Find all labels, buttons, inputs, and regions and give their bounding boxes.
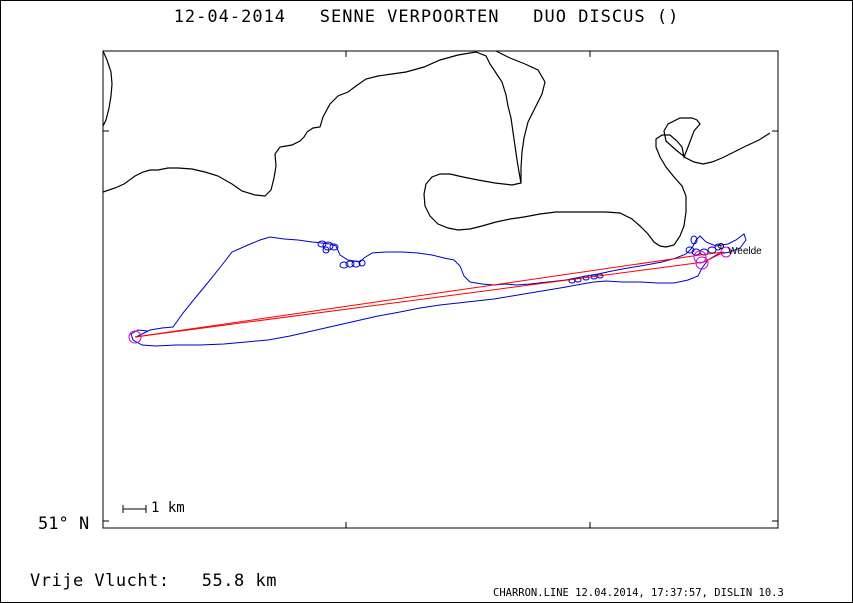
thermal-circles xyxy=(317,235,722,284)
pilot-name: SENNE VERPOORTEN xyxy=(319,7,500,27)
footer-info: CHARRON.LINE 12.04.2014, 17:37:57, DISLI… xyxy=(493,587,784,599)
scale-bar xyxy=(122,505,147,513)
result-label: Vrije Vlucht: xyxy=(30,571,170,591)
axis-ticks xyxy=(103,51,778,528)
border-eastern-segment xyxy=(495,50,546,183)
turnpoint-label: Weelde xyxy=(728,246,762,257)
flight-date: 12-04-2014 xyxy=(173,7,287,27)
border-western-segment xyxy=(102,50,113,127)
task-lines xyxy=(134,251,725,338)
scale-bar-label: 1 km xyxy=(151,500,185,516)
turnpoint-weelde: Weelde xyxy=(718,243,762,257)
turnpoint-circles xyxy=(128,246,732,344)
flight-track xyxy=(130,233,747,347)
map-plot-area xyxy=(102,50,779,529)
glider-type: DUO DISCUS () xyxy=(533,7,680,27)
country-border xyxy=(102,51,771,248)
result-distance: 55.8 km xyxy=(201,571,277,591)
flight-result: Vrije Vlucht: 55.8 km xyxy=(30,571,277,591)
page-title: 12-04-2014 SENNE VERPOORTEN DUO DISCUS (… xyxy=(0,7,853,27)
latitude-label: 51° N xyxy=(38,514,90,534)
